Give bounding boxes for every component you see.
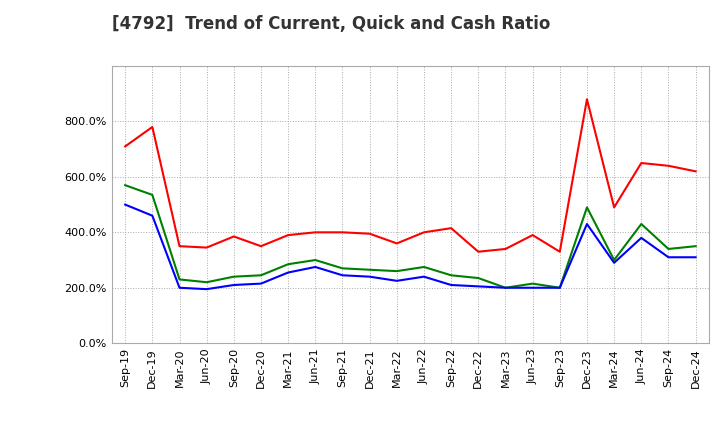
Current Ratio [420,230,428,235]
Current Ratio [284,232,292,238]
Cash Ratio [121,202,130,207]
Text: [4792]  Trend of Current, Quick and Cash Ratio: [4792] Trend of Current, Quick and Cash … [112,15,550,33]
Cash Ratio [582,221,591,227]
Current Ratio [528,232,537,238]
Cash Ratio [230,282,238,288]
Current Ratio [392,241,401,246]
Cash Ratio [175,285,184,290]
Quick Ratio [121,183,130,188]
Quick Ratio [148,192,157,198]
Line: Current Ratio: Current Ratio [125,99,696,252]
Cash Ratio [447,282,456,288]
Cash Ratio [501,285,510,290]
Quick Ratio [610,257,618,263]
Quick Ratio [474,275,482,281]
Current Ratio [556,249,564,254]
Cash Ratio [664,255,672,260]
Quick Ratio [202,279,211,285]
Current Ratio [501,246,510,252]
Current Ratio [664,163,672,169]
Cash Ratio [610,260,618,265]
Current Ratio [447,226,456,231]
Cash Ratio [284,270,292,275]
Line: Quick Ratio: Quick Ratio [125,185,696,288]
Quick Ratio [230,274,238,279]
Cash Ratio [338,273,347,278]
Current Ratio [256,243,265,249]
Cash Ratio [691,255,700,260]
Current Ratio [175,243,184,249]
Quick Ratio [420,264,428,270]
Current Ratio [338,230,347,235]
Current Ratio [202,245,211,250]
Cash Ratio [202,286,211,292]
Current Ratio [610,205,618,210]
Cash Ratio [365,274,374,279]
Quick Ratio [447,273,456,278]
Quick Ratio [365,267,374,272]
Cash Ratio [311,264,320,270]
Quick Ratio [691,243,700,249]
Cash Ratio [256,281,265,286]
Current Ratio [121,144,130,149]
Quick Ratio [556,285,564,290]
Line: Cash Ratio: Cash Ratio [125,205,696,289]
Quick Ratio [501,285,510,290]
Current Ratio [582,97,591,102]
Current Ratio [637,160,646,165]
Current Ratio [365,231,374,236]
Current Ratio [148,125,157,130]
Current Ratio [311,230,320,235]
Quick Ratio [664,246,672,252]
Cash Ratio [637,235,646,241]
Current Ratio [474,249,482,254]
Quick Ratio [528,281,537,286]
Quick Ratio [311,257,320,263]
Cash Ratio [420,274,428,279]
Cash Ratio [148,213,157,218]
Cash Ratio [392,278,401,283]
Current Ratio [230,234,238,239]
Quick Ratio [637,221,646,227]
Quick Ratio [256,273,265,278]
Cash Ratio [528,285,537,290]
Current Ratio [691,169,700,174]
Quick Ratio [284,261,292,267]
Cash Ratio [556,285,564,290]
Quick Ratio [392,268,401,274]
Quick Ratio [338,266,347,271]
Cash Ratio [474,284,482,289]
Quick Ratio [582,205,591,210]
Quick Ratio [175,277,184,282]
